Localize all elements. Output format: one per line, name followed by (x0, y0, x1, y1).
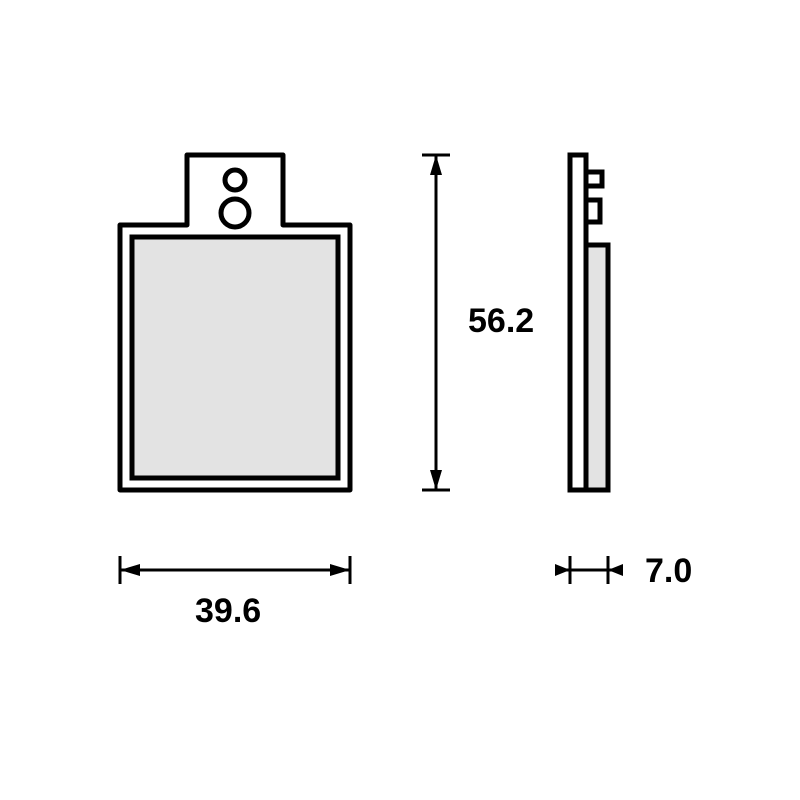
side-friction-pad (586, 245, 608, 490)
front-tab-hole-small (225, 170, 245, 190)
dim-width (120, 556, 350, 584)
dim-thickness (555, 556, 623, 584)
front-tab-hole-large (221, 199, 249, 227)
height-label: 56.2 (468, 302, 534, 341)
side-pin-lower (586, 200, 600, 222)
front-friction-pad (132, 237, 338, 478)
side-view (570, 155, 608, 490)
dim-height (422, 155, 450, 490)
width-label: 39.6 (195, 592, 261, 631)
thickness-label: 7.0 (645, 552, 692, 591)
front-view (120, 155, 350, 490)
brake-pad-dimension-diagram: 56.2 39.6 7.0 (0, 0, 800, 800)
side-pin-upper (586, 172, 602, 186)
